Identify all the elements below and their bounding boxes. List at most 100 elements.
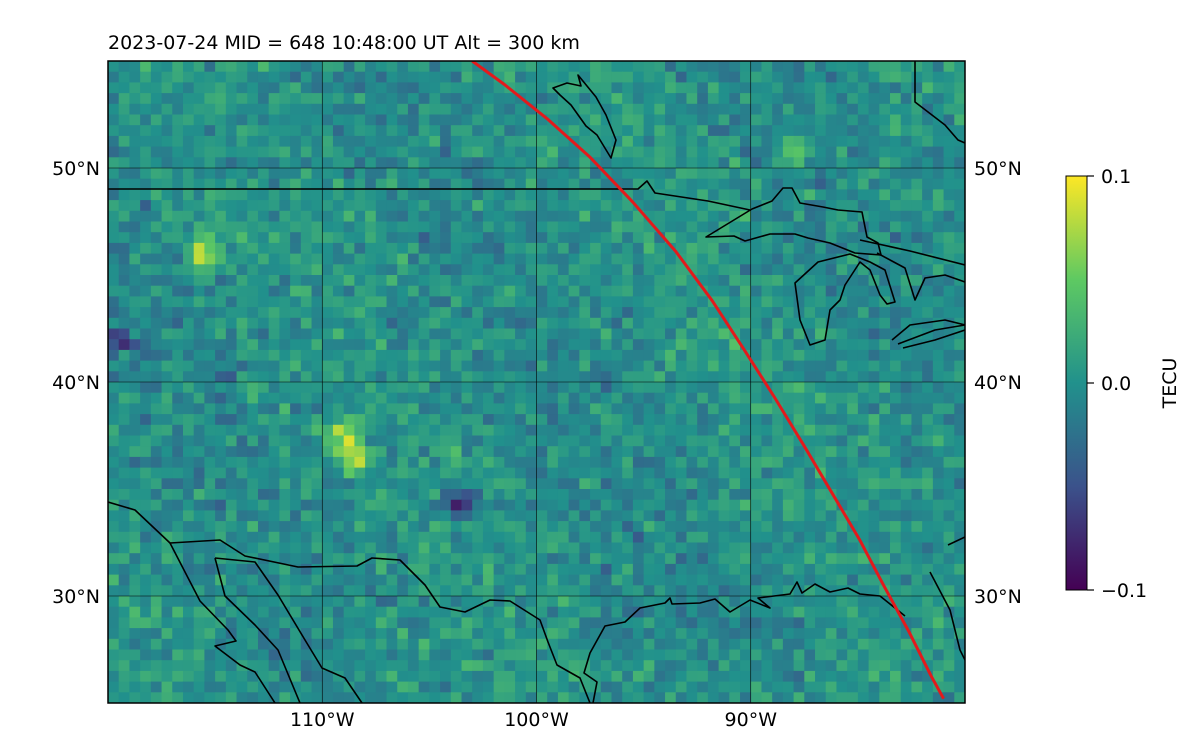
heatmap-cell	[890, 628, 902, 640]
heatmap-cell	[825, 670, 838, 683]
heatmap-cell	[215, 317, 227, 330]
heatmap-cell	[590, 574, 602, 586]
heatmap-cell	[622, 339, 634, 351]
heatmap-cell	[761, 135, 773, 148]
heatmap-cell	[557, 638, 570, 651]
heatmap-cell	[215, 189, 227, 201]
heatmap-cell	[440, 510, 452, 522]
heatmap-cell	[450, 638, 463, 651]
heatmap-cell	[590, 200, 602, 212]
heatmap-cell	[761, 510, 773, 522]
heatmap-cell	[418, 617, 430, 629]
heatmap-cell	[707, 189, 720, 201]
heatmap-cell	[857, 628, 870, 640]
heatmap-cell	[161, 93, 173, 105]
heatmap-cell	[322, 531, 334, 544]
heatmap-cell	[590, 264, 602, 276]
heatmap-cell	[161, 189, 173, 201]
heatmap-cell	[932, 424, 945, 437]
heatmap-cell	[515, 349, 527, 362]
heatmap-cell	[847, 135, 859, 148]
heatmap-cell	[108, 296, 120, 308]
heatmap-cell	[204, 542, 216, 554]
heatmap-cell	[440, 275, 452, 287]
heatmap-cell	[954, 510, 965, 522]
heatmap-cell	[215, 371, 227, 383]
heatmap-cell	[943, 553, 955, 565]
heatmap-cell	[225, 606, 238, 618]
heatmap-cell	[675, 157, 688, 169]
heatmap-cell	[793, 71, 805, 83]
heatmap-cell	[868, 61, 880, 73]
heatmap-cell	[707, 103, 720, 116]
heatmap-cell	[782, 596, 795, 608]
heatmap-cell	[461, 242, 473, 255]
heatmap-cell	[772, 638, 784, 651]
heatmap-cell	[740, 146, 752, 158]
heatmap-cell	[493, 628, 505, 640]
heatmap-cell	[247, 103, 259, 116]
heatmap-cell	[665, 82, 677, 94]
heatmap-cell	[215, 200, 227, 212]
heatmap-cell	[740, 510, 752, 522]
heatmap-cell	[343, 403, 355, 415]
heatmap-cell	[204, 189, 216, 201]
heatmap-cell	[686, 371, 698, 383]
heatmap-cell	[225, 360, 238, 372]
heatmap-cell	[568, 93, 580, 105]
heatmap-cell	[440, 232, 452, 244]
heatmap-cell	[322, 424, 334, 437]
heatmap-cell	[804, 103, 816, 116]
heatmap-cell	[632, 71, 645, 83]
x-tick-label: 100°W	[504, 709, 569, 731]
heatmap-cell	[300, 360, 313, 372]
heatmap-cell	[547, 424, 559, 437]
heatmap-cell	[418, 189, 430, 201]
heatmap-cell	[600, 585, 613, 597]
heatmap-cell	[643, 135, 655, 148]
heatmap-cell	[675, 328, 688, 340]
heatmap-cell	[804, 596, 816, 608]
heatmap-cell	[857, 93, 870, 105]
heatmap-cell	[611, 135, 623, 148]
heatmap-cell	[150, 178, 163, 190]
heatmap-cell	[407, 542, 420, 554]
heatmap-cell	[279, 403, 291, 415]
heatmap-cell	[472, 232, 484, 244]
heatmap-cell	[547, 638, 559, 651]
heatmap-cell	[268, 692, 280, 703]
heatmap-cell	[632, 596, 645, 608]
heatmap-cell	[365, 264, 377, 276]
heatmap-cell	[386, 210, 398, 223]
heatmap-cell	[868, 210, 880, 223]
heatmap-cell	[600, 403, 613, 415]
heatmap-cell	[804, 253, 816, 265]
heatmap-cell	[568, 660, 580, 672]
heatmap-cell	[290, 189, 302, 201]
heatmap-cell	[332, 114, 345, 126]
heatmap-cell	[579, 360, 591, 372]
heatmap-cell	[150, 510, 163, 522]
heatmap-cell	[868, 296, 880, 308]
heatmap-cell	[161, 392, 173, 404]
heatmap-cell	[386, 638, 398, 651]
heatmap-cell	[868, 424, 880, 437]
heatmap-cell	[847, 264, 859, 276]
heatmap-cell	[161, 563, 173, 576]
heatmap-cell	[622, 456, 634, 469]
heatmap-cell	[504, 553, 516, 565]
heatmap-cell	[493, 307, 505, 319]
heatmap-cell	[343, 71, 355, 83]
heatmap-cell	[857, 414, 870, 426]
heatmap-cell	[118, 596, 131, 608]
heatmap-cell	[579, 200, 591, 212]
heatmap-cell	[547, 210, 559, 223]
heatmap-cell	[847, 392, 859, 404]
heatmap-cell	[193, 478, 206, 490]
heatmap-cell	[150, 435, 163, 447]
heatmap-cell	[847, 61, 859, 73]
heatmap-cell	[857, 285, 870, 297]
heatmap-cell	[900, 71, 913, 83]
heatmap-cell	[311, 681, 323, 693]
heatmap-cell	[461, 638, 473, 651]
